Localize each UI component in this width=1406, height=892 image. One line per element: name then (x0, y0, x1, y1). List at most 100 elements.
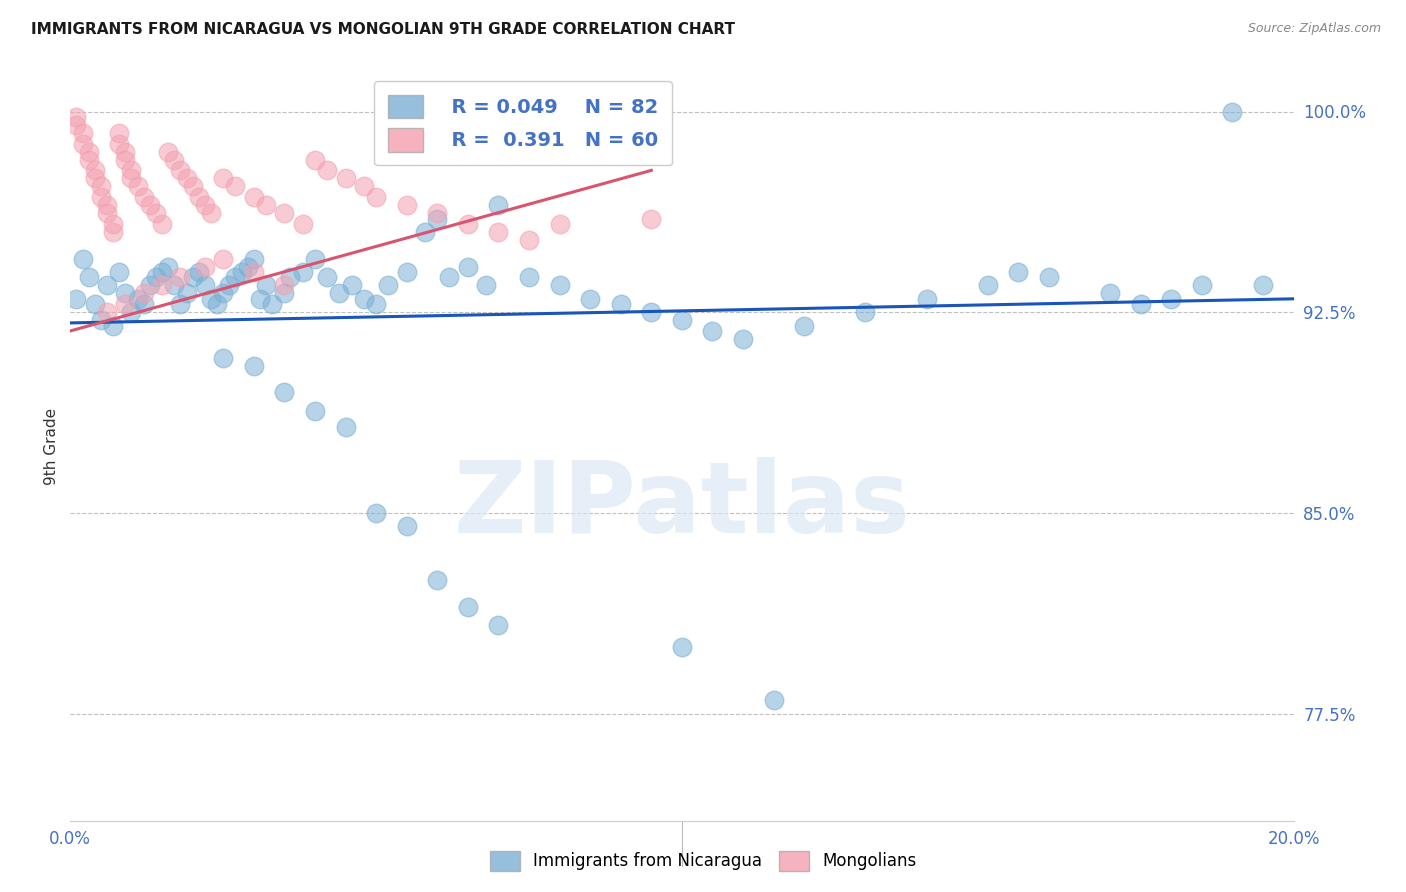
Point (976, 278, 998, 293)
Point (96, 206, 118, 220)
Point (353, 292, 375, 306)
Point (291, 265, 314, 279)
Point (65, 110, 87, 124)
Point (200, 206, 222, 220)
Y-axis label: 9th Grade: 9th Grade (44, 408, 59, 484)
Point (145, 270, 167, 285)
Point (262, 297, 284, 311)
Point (273, 286, 295, 301)
Point (353, 179, 375, 194)
Point (169, 270, 191, 285)
Point (224, 270, 246, 285)
Point (1129, 297, 1152, 311)
Point (212, 171, 235, 186)
Point (150, 217, 173, 231)
Point (395, 198, 418, 212)
Point (212, 351, 235, 365)
Legend: Immigrants from Nicaragua, Mongolians: Immigrants from Nicaragua, Mongolians (481, 842, 925, 880)
Point (249, 292, 271, 306)
Point (187, 190, 209, 204)
Point (671, 313, 693, 327)
Point (90, 190, 112, 204)
Point (517, 270, 540, 285)
Point (114, 286, 136, 301)
Point (163, 153, 186, 167)
Point (101, 225, 124, 239)
Point (150, 265, 173, 279)
Point (150, 278, 173, 293)
Point (205, 297, 228, 311)
Point (702, 324, 724, 338)
Point (77, 270, 100, 285)
Point (181, 270, 204, 285)
Point (224, 179, 246, 194)
Point (273, 385, 295, 400)
Point (243, 190, 266, 204)
Point (439, 270, 461, 285)
Point (610, 297, 633, 311)
Point (1220, 104, 1243, 119)
Point (108, 136, 131, 151)
Point (236, 260, 259, 274)
Point (243, 359, 266, 373)
Point (488, 618, 510, 632)
Point (291, 217, 314, 231)
Point (101, 217, 124, 231)
Point (475, 278, 498, 293)
Point (366, 297, 388, 311)
Point (127, 179, 149, 194)
Point (316, 270, 339, 285)
Point (176, 171, 198, 186)
Point (548, 217, 571, 231)
Point (1099, 286, 1122, 301)
Point (793, 318, 815, 333)
Point (187, 265, 209, 279)
Point (83, 163, 105, 178)
Point (83, 171, 105, 186)
Point (366, 190, 388, 204)
Point (127, 292, 149, 306)
Point (114, 297, 136, 311)
Point (157, 260, 180, 274)
Point (640, 211, 662, 226)
Point (65, 118, 87, 132)
Point (335, 171, 357, 186)
Point (488, 198, 510, 212)
Point (169, 297, 191, 311)
Point (304, 252, 326, 266)
Point (855, 305, 877, 319)
Point (212, 252, 235, 266)
Point (114, 153, 136, 167)
Point (101, 318, 124, 333)
Point (457, 217, 479, 231)
Point (426, 206, 449, 220)
Point (457, 260, 479, 274)
Point (132, 297, 155, 311)
Point (121, 305, 143, 319)
Point (139, 278, 162, 293)
Point (96, 278, 118, 293)
Point (72, 126, 94, 140)
Point (90, 179, 112, 194)
Point (366, 506, 388, 520)
Point (395, 265, 418, 279)
Point (280, 270, 302, 285)
Point (121, 171, 143, 186)
Point (114, 145, 136, 159)
Point (413, 225, 436, 239)
Text: ZIPatlas: ZIPatlas (454, 458, 910, 555)
Point (915, 292, 938, 306)
Point (108, 265, 131, 279)
Point (733, 332, 755, 346)
Point (254, 198, 277, 212)
Point (96, 198, 118, 212)
Point (1251, 278, 1274, 293)
Point (169, 163, 191, 178)
Point (457, 599, 479, 614)
Point (328, 286, 350, 301)
Point (218, 278, 240, 293)
Point (231, 265, 253, 279)
Point (77, 153, 100, 167)
Point (194, 198, 217, 212)
Point (194, 278, 217, 293)
